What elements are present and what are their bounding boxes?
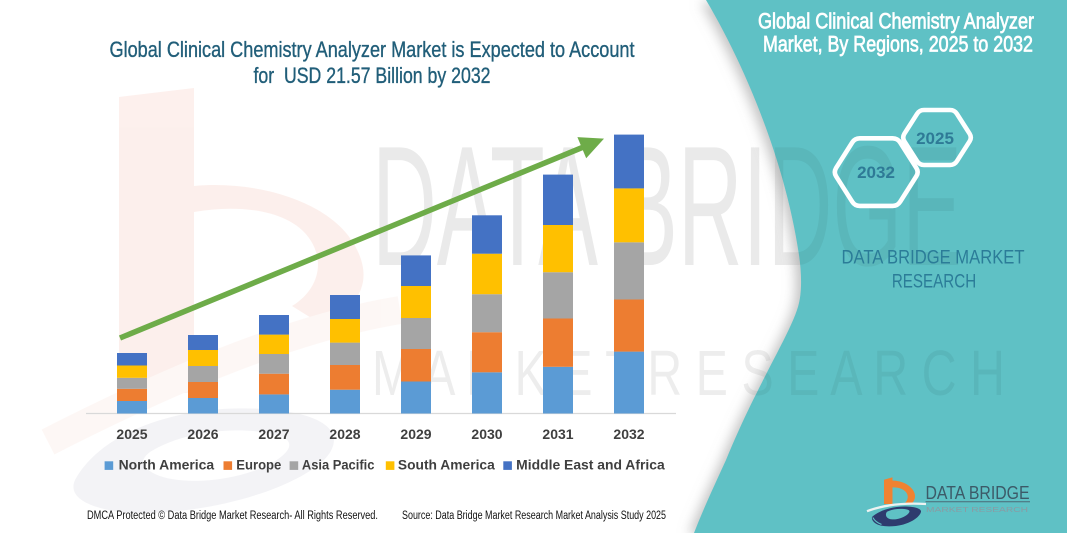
svg-text:2030: 2030 <box>471 426 502 442</box>
svg-text:Europe: Europe <box>236 458 281 473</box>
svg-text:for USD 21.57 Billion by 2032: for USD 21.57 Billion by 2032 <box>254 63 491 88</box>
svg-text:Market, By Regions, 2025 to 20: Market, By Regions, 2025 to 2032 <box>763 32 1033 57</box>
svg-text:DATA BRIDGE: DATA BRIDGE <box>926 483 1030 503</box>
svg-text:MARKET RESEARCH: MARKET RESEARCH <box>926 507 1028 514</box>
svg-text:2027: 2027 <box>258 426 289 442</box>
svg-text:2029: 2029 <box>400 426 431 442</box>
svg-text:RESEARCH: RESEARCH <box>892 272 976 293</box>
svg-text:North America: North America <box>119 458 215 473</box>
svg-text:Middle East and Africa: Middle East and Africa <box>516 458 665 473</box>
svg-text:2032: 2032 <box>857 163 895 182</box>
svg-text:2028: 2028 <box>329 426 360 442</box>
svg-text:South America: South America <box>398 458 495 473</box>
svg-text:2025: 2025 <box>116 426 147 442</box>
svg-text:Global Clinical Chemistry Anal: Global Clinical Chemistry Analyzer <box>758 9 1034 34</box>
svg-text:Asia Pacific: Asia Pacific <box>302 458 375 473</box>
svg-text:2025: 2025 <box>916 129 954 148</box>
svg-text:2032: 2032 <box>613 426 644 442</box>
svg-text:2026: 2026 <box>187 426 218 442</box>
svg-text:DMCA Protected © Data Bridge M: DMCA Protected © Data Bridge Market Rese… <box>87 510 378 522</box>
svg-text:Source: Data Bridge Market Res: Source: Data Bridge Market Research Mark… <box>402 510 666 522</box>
svg-text:DATA BRIDGE MARKET: DATA BRIDGE MARKET <box>842 248 1025 269</box>
svg-text:2031: 2031 <box>542 426 573 442</box>
svg-text:Global Clinical Chemistry Anal: Global Clinical Chemistry Analyzer Marke… <box>110 37 635 62</box>
